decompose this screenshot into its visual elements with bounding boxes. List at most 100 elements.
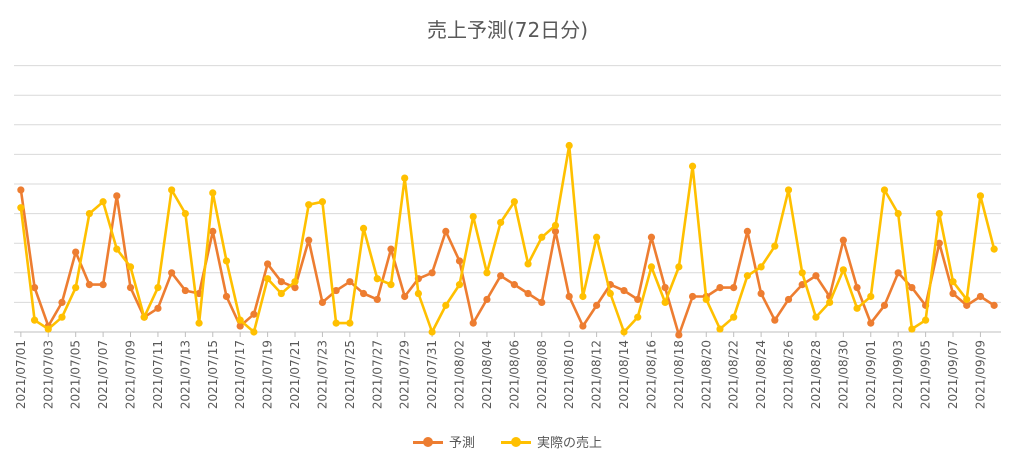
data-point-s0-20: [291, 284, 299, 292]
data-point-s0-34: [483, 295, 491, 304]
data-point-s0-28: [401, 292, 409, 301]
data-point-s1-39: [551, 221, 560, 230]
data-point-s0-30: [428, 269, 436, 277]
data-point-s0-14: [209, 227, 217, 235]
data-point-s0-3: [58, 298, 66, 306]
data-point-s1-45: [634, 313, 642, 321]
data-point-s1-54: [757, 263, 765, 271]
data-point-s1-0: [17, 204, 25, 212]
data-point-s1-17: [250, 328, 258, 336]
data-point-s1-6: [99, 198, 107, 206]
x-tick-label: 2021/07/03: [41, 340, 55, 409]
data-point-s0-6: [99, 281, 107, 289]
data-point-s0-56: [784, 295, 793, 304]
legend-item-1: 実際の売上: [501, 432, 602, 451]
x-tick-label: 2021/09/01: [864, 340, 878, 409]
data-point-s0-5: [85, 281, 93, 289]
data-point-s0-62: [867, 319, 875, 327]
x-tick-label: 2021/07/27: [370, 340, 384, 409]
data-point-s0-52: [730, 284, 738, 292]
data-point-s1-53: [743, 272, 751, 280]
data-point-s0-39: [551, 227, 560, 235]
data-point-s0-10: [154, 304, 162, 312]
data-point-s1-31: [442, 301, 450, 309]
data-point-s1-48: [675, 263, 683, 271]
data-point-s1-24: [346, 319, 354, 327]
data-point-s1-4: [72, 284, 80, 292]
data-point-s1-71: [990, 245, 998, 253]
x-tick-label: 2021/08/10: [562, 340, 576, 409]
data-point-s1-42: [593, 233, 601, 241]
data-point-s1-55: [771, 242, 779, 250]
data-point-s0-26: [373, 295, 381, 304]
data-point-s0-37: [524, 289, 532, 298]
data-point-s1-38: [538, 233, 546, 241]
data-point-s1-36: [510, 198, 518, 206]
x-tick-label: 2021/08/30: [836, 340, 850, 409]
x-tick-label: 2021/07/19: [261, 340, 275, 409]
data-point-s1-2: [44, 325, 52, 333]
data-point-s1-11: [168, 186, 176, 194]
data-point-s0-47: [661, 284, 669, 292]
series-line-1: [19, 144, 996, 334]
data-point-s1-23: [332, 319, 340, 327]
data-point-s0-23: [332, 286, 340, 295]
data-point-s0-46: [647, 233, 656, 241]
data-point-s0-55: [771, 316, 779, 324]
data-point-s0-53: [743, 227, 751, 235]
data-point-s0-15: [222, 292, 231, 301]
data-point-s0-70: [976, 292, 985, 301]
data-point-s0-19: [277, 278, 285, 286]
x-tick-label: 2021/07/21: [288, 340, 302, 409]
data-point-s1-60: [839, 266, 847, 274]
data-point-s1-18: [264, 275, 272, 283]
data-point-s1-13: [195, 319, 203, 327]
data-point-s1-10: [154, 284, 162, 292]
data-point-s1-21: [305, 201, 313, 209]
data-point-s0-11: [168, 269, 176, 277]
data-point-s1-68: [949, 278, 957, 286]
data-point-s1-63: [880, 186, 889, 194]
data-point-s1-33: [469, 212, 477, 221]
x-tick-label: 2021/07/17: [233, 340, 247, 409]
data-point-s1-57: [798, 269, 806, 277]
chart-title: 売上予測(72日分): [426, 18, 589, 42]
x-tick-label: 2021/09/09: [973, 340, 987, 409]
data-point-s1-12: [181, 210, 189, 218]
x-tick-label: 2021/07/07: [96, 340, 110, 409]
data-point-s0-64: [894, 269, 902, 277]
data-point-s0-7: [113, 192, 121, 200]
data-point-s1-9: [140, 313, 148, 321]
data-point-s0-49: [688, 292, 697, 301]
data-point-s0-60: [839, 236, 847, 244]
x-tick-label: 2021/07/31: [425, 340, 439, 409]
data-point-s0-17: [250, 310, 258, 318]
x-tick-label: 2021/09/05: [919, 340, 933, 409]
data-point-s1-25: [359, 224, 368, 232]
x-tick-label: 2021/08/26: [782, 340, 796, 409]
x-tick-label: 2021/09/03: [891, 340, 905, 409]
x-tick-label: 2021/09/07: [946, 340, 960, 409]
data-point-s0-31: [442, 227, 450, 235]
data-point-s0-68: [949, 289, 957, 298]
data-point-s0-41: [579, 322, 587, 330]
data-point-s0-27: [387, 245, 395, 253]
data-point-s1-67: [935, 210, 943, 218]
x-tick-label: 2021/08/14: [617, 340, 631, 409]
data-point-s0-18: [264, 260, 272, 268]
data-point-s1-37: [524, 260, 532, 268]
data-point-s0-54: [757, 289, 765, 298]
data-point-s1-64: [894, 210, 902, 218]
data-point-s1-3: [58, 313, 66, 321]
data-point-s1-8: [126, 263, 135, 271]
x-tick-label: 2021/08/16: [644, 340, 658, 409]
data-point-s1-69: [963, 295, 971, 304]
data-point-s1-27: [387, 281, 395, 289]
x-tick-label: 2021/08/20: [699, 340, 713, 409]
data-point-s0-58: [812, 272, 820, 280]
x-tick-label: 2021/07/09: [124, 340, 138, 409]
data-point-s1-50: [702, 295, 710, 304]
x-tick-label: 2021/07/15: [206, 340, 220, 409]
x-tick-label: 2021/08/24: [754, 340, 768, 409]
